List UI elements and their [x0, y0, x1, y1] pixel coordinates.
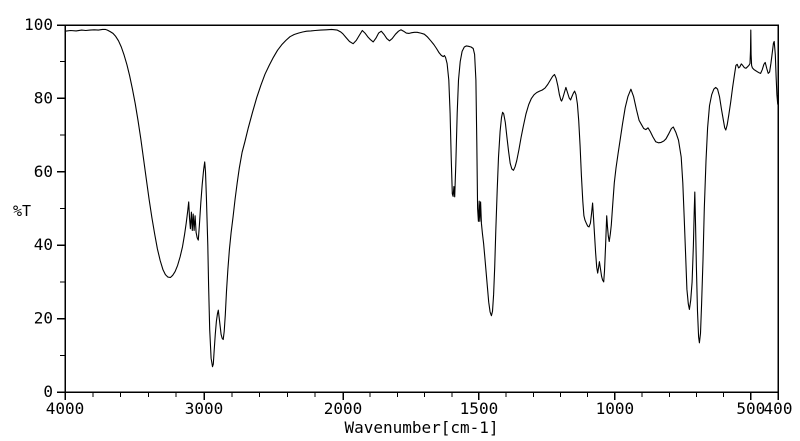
x-tick-label: 4000 [46, 399, 85, 418]
plot-border [64, 24, 779, 393]
y-tick-label: 80 [34, 88, 53, 107]
x-axis-title: Wavenumber[cm-1] [344, 418, 499, 437]
x-tick-label: 400 [764, 399, 793, 418]
y-tick-label: 40 [34, 235, 53, 254]
x-tick-label: 1000 [596, 399, 635, 418]
x-tick-label: 1500 [460, 399, 499, 418]
x-tick-label: 2000 [324, 399, 363, 418]
y-axis-title: %T [13, 202, 32, 220]
spectrum-curve [64, 28, 779, 368]
x-tick-label: 3000 [185, 399, 224, 418]
x-tick-label: 500 [736, 399, 765, 418]
y-tick-label: 20 [34, 309, 53, 328]
y-tick-label: 60 [34, 162, 53, 181]
y-tick-label: 100 [24, 15, 53, 34]
y-tick-label: 0 [43, 382, 53, 401]
